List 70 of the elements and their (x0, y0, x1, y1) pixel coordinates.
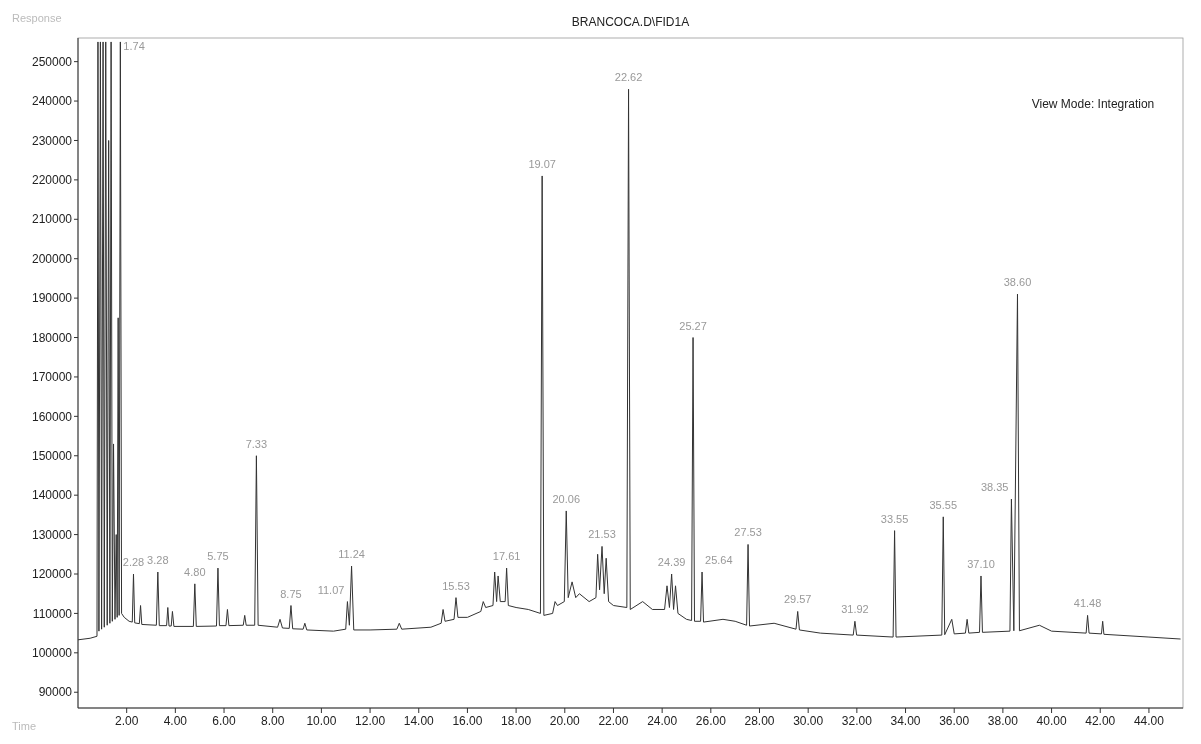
annotation: 35.55 (929, 498, 958, 511)
annotation: 15.53 (442, 579, 470, 592)
x-tick-label: 32.00 (841, 714, 873, 728)
annotation: 38.60 (1003, 276, 1032, 289)
annotation: 38.35 (980, 481, 1009, 494)
x-tick-label: 42.00 (1085, 714, 1116, 728)
x-tick-label: 10.00 (306, 714, 337, 728)
y-tick-label: 210000 (31, 212, 73, 227)
annotation: 25.64 (705, 554, 733, 567)
x-tick-label: 6.00 (212, 714, 237, 728)
annotation: View Mode: Integration (1031, 97, 1155, 111)
y-tick-label: 120000 (31, 567, 73, 582)
annotation: 11.24 (338, 548, 365, 561)
y-tick-label: 190000 (31, 291, 73, 306)
annotation: 11.07 (317, 583, 345, 596)
x-tick-label: 12.00 (355, 714, 386, 728)
y-tick-label: 180000 (31, 330, 73, 345)
y-tick-label: 140000 (31, 488, 73, 503)
y-tick-label: 230000 (31, 133, 73, 148)
annotation: 20.06 (552, 492, 581, 505)
x-tick-label: 30.00 (793, 714, 824, 728)
annotation: 17.61 (492, 550, 521, 563)
y-tick-label: 100000 (31, 646, 73, 661)
x-axis-title: Time (12, 720, 37, 732)
x-tick-label: 22.00 (598, 714, 629, 728)
x-tick-label: 36.00 (939, 714, 970, 728)
annotation: 2.28 (122, 556, 145, 568)
annotation: 3.28 (147, 554, 169, 567)
y-tick-label: 200000 (31, 251, 73, 266)
y-tick-label: 110000 (32, 606, 73, 621)
y-tick-label: 90000 (38, 685, 73, 700)
x-tick-label: 20.00 (549, 714, 581, 728)
x-tick-label: 28.00 (744, 714, 775, 728)
annotation: 31.92 (841, 603, 869, 616)
y-tick-label: 160000 (31, 409, 73, 424)
annotation: 7.33 (245, 437, 268, 450)
x-tick-label: 38.00 (987, 714, 1019, 728)
x-tick-label: 18.00 (501, 714, 532, 728)
y-tick-label: 240000 (31, 94, 73, 109)
annotation: 27.53 (734, 526, 762, 539)
y-tick-label: 170000 (31, 370, 73, 385)
annotation: 1.74 (123, 40, 145, 52)
x-tick-label: 44.00 (1133, 714, 1165, 728)
y-tick-label: 220000 (31, 173, 73, 188)
y-tick-label: 130000 (31, 527, 73, 542)
annotation: 41.48 (1073, 597, 1102, 610)
annotation: 33.55 (880, 512, 909, 525)
x-tick-label: 24.00 (647, 714, 678, 728)
annotation: 5.75 (207, 550, 229, 563)
annotation: 19.07 (528, 157, 556, 170)
x-tick-label: 8.00 (261, 714, 285, 728)
x-tick-label: 14.00 (403, 714, 435, 728)
annotation: 24.39 (657, 556, 686, 568)
annotation: 8.75 (280, 587, 302, 600)
annotation: 37.10 (967, 557, 995, 570)
annotation: 21.53 (588, 528, 616, 541)
x-tick-label: 4.00 (163, 714, 188, 728)
x-tick-label: 16.00 (452, 714, 483, 728)
x-tick-label: 26.00 (695, 714, 727, 728)
x-tick-label: 40.00 (1036, 714, 1067, 728)
y-tick-label: 150000 (31, 448, 73, 463)
annotation: 4.80 (184, 565, 206, 578)
chart-title: BRANCOCA.D\FID1A (571, 15, 690, 29)
annotation: 22.62 (614, 71, 643, 84)
annotation: 25.27 (679, 319, 707, 332)
x-tick-label: 34.00 (890, 714, 921, 728)
x-tick-label: 2.00 (115, 714, 139, 728)
annotation: 29.57 (783, 593, 812, 606)
y-axis-title: Response (12, 12, 62, 24)
y-tick-label: 250000 (31, 54, 73, 69)
